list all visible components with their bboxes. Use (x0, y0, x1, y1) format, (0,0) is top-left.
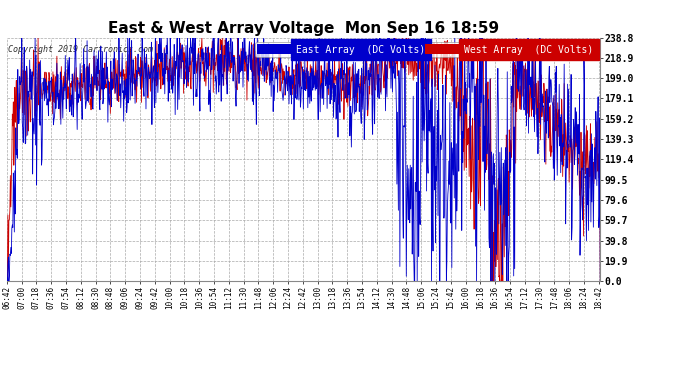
Title: East & West Array Voltage  Mon Sep 16 18:59: East & West Array Voltage Mon Sep 16 18:… (108, 21, 499, 36)
Legend: East Array  (DC Volts), West Array  (DC Volts): East Array (DC Volts), West Array (DC Vo… (255, 42, 595, 57)
Text: Copyright 2019 Cartronics.com: Copyright 2019 Cartronics.com (8, 45, 153, 54)
